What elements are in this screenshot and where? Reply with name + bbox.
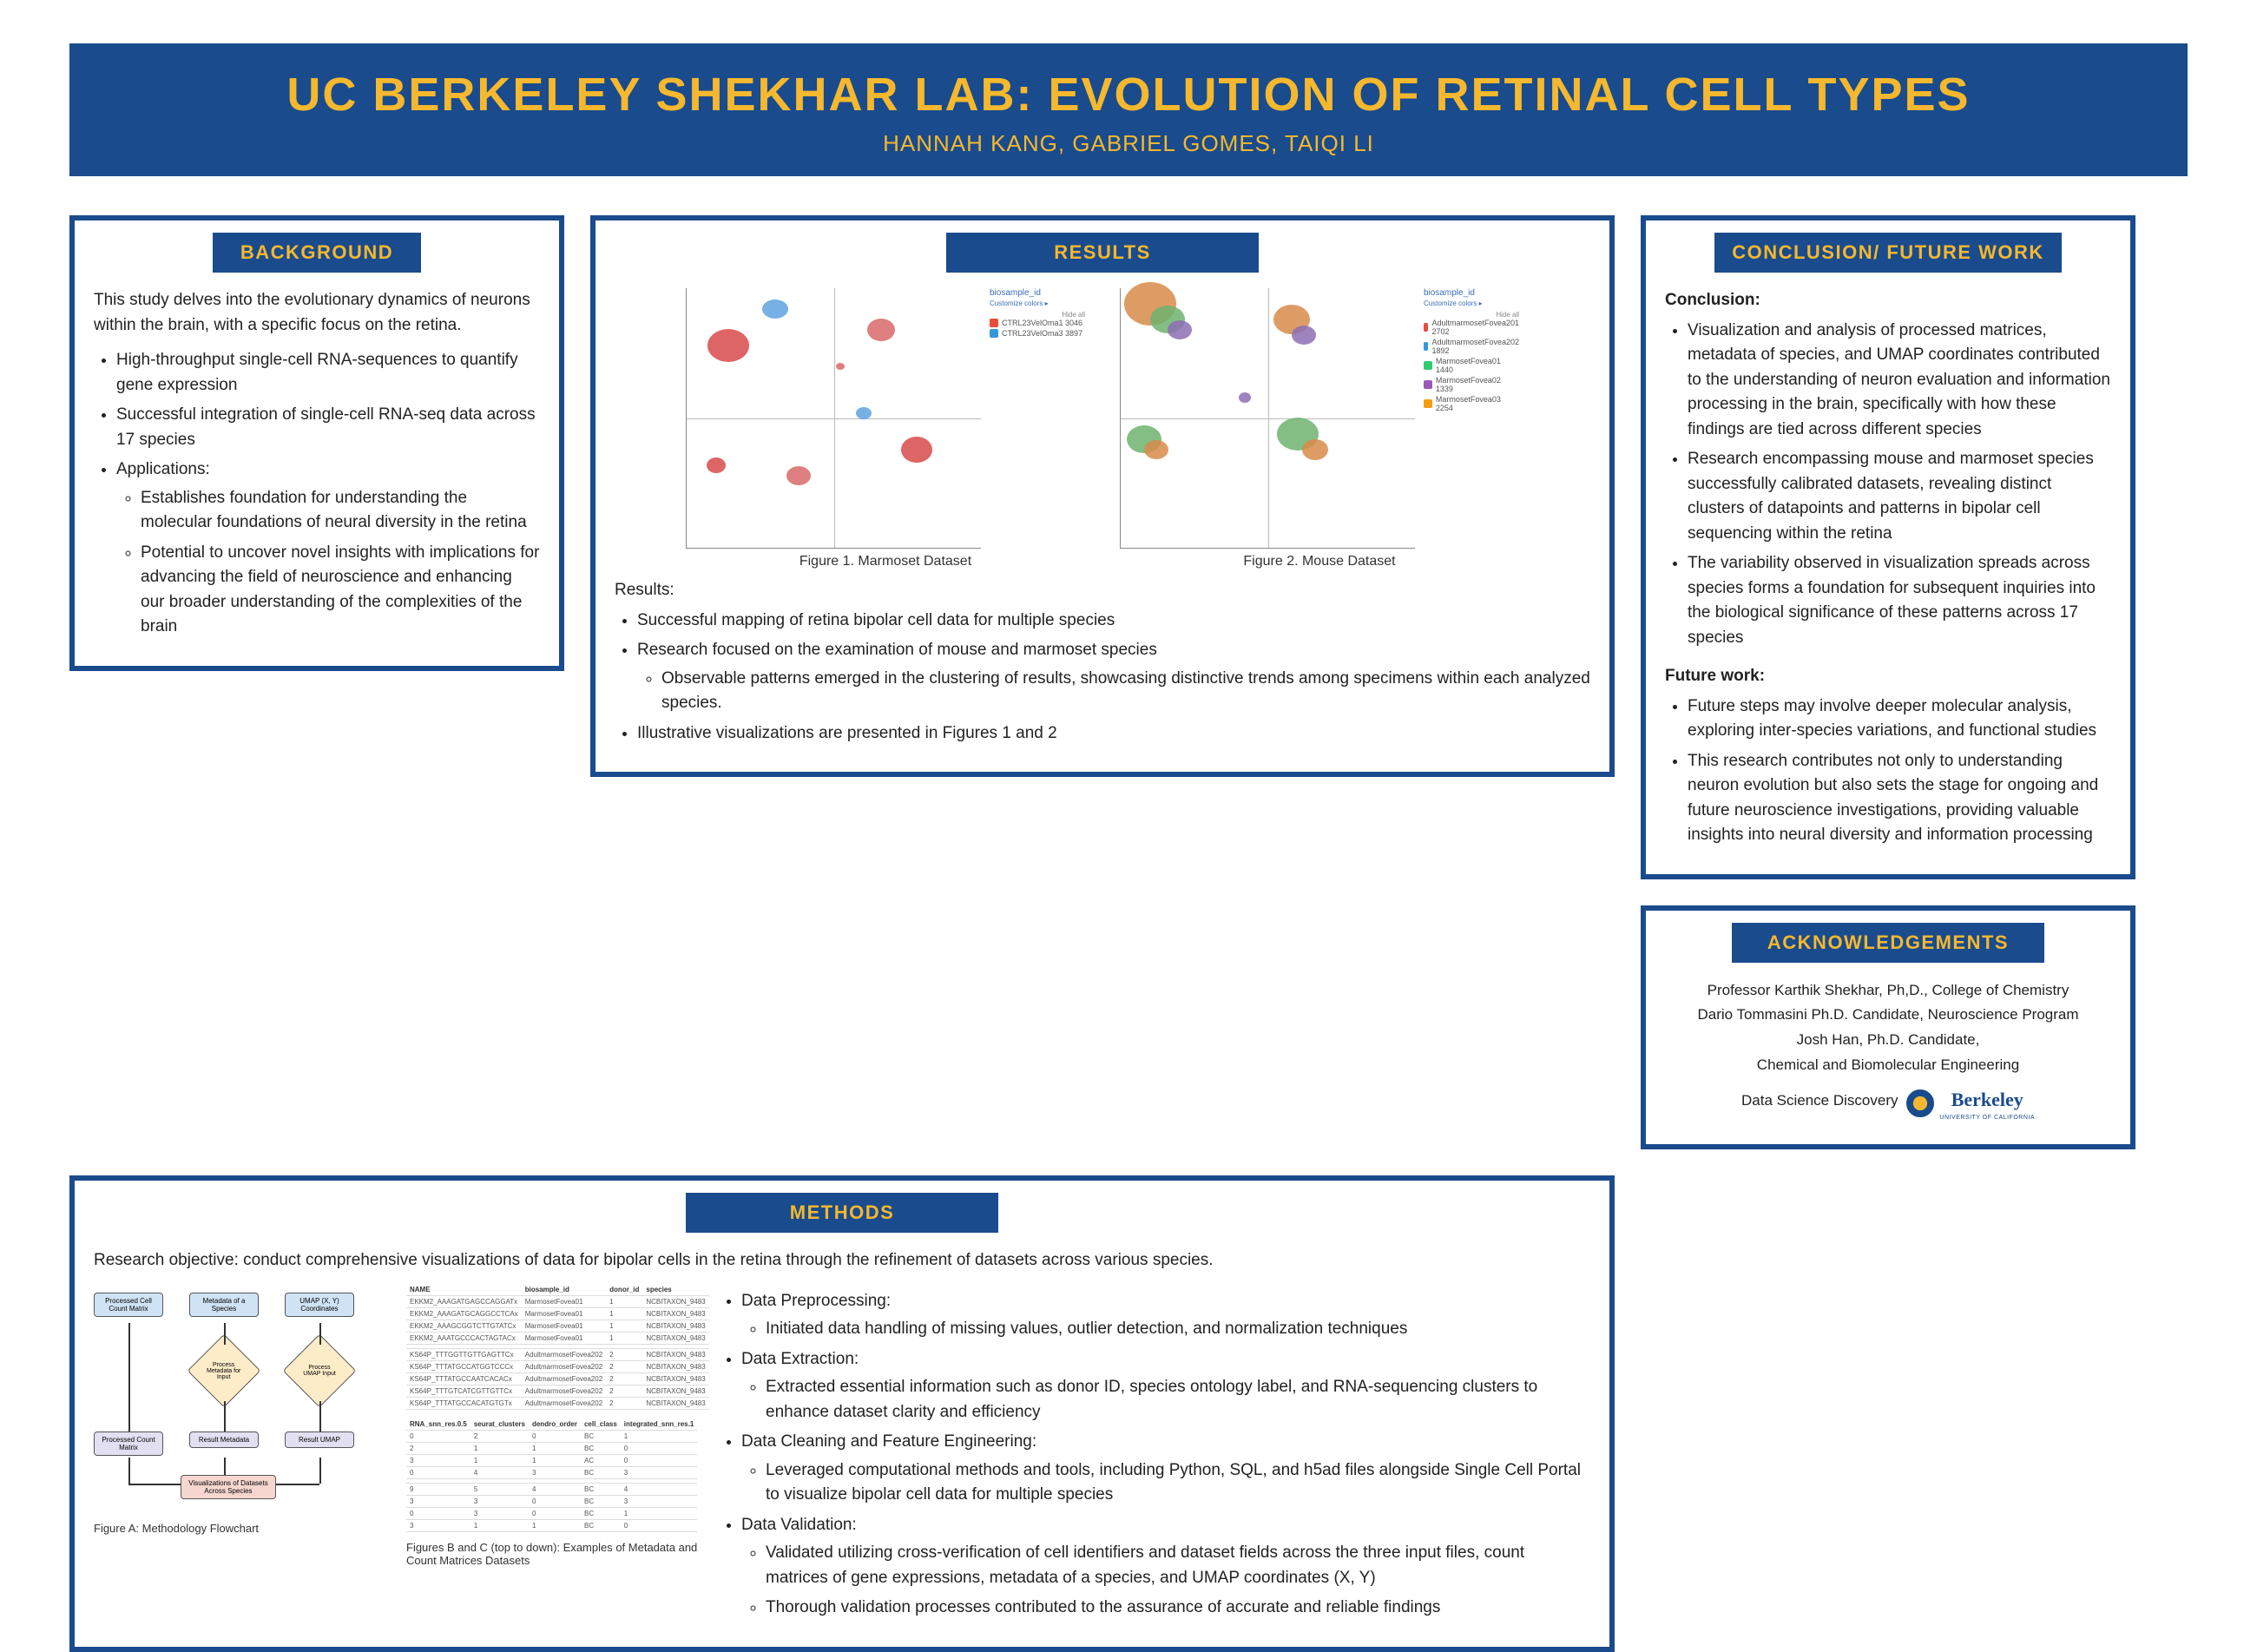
poster-grid: BACKGROUND This study delves into the ev…: [69, 215, 2188, 1652]
flowchart-caption: Figure A: Methodology Flowchart: [94, 1522, 389, 1535]
ack-header: ACKNOWLEDGEMENTS: [1732, 923, 2044, 963]
fig1-legend: biosample_id Customize colors ▸ Hide all…: [990, 288, 1085, 339]
results-panel: RESULTS biosample_id Customize colors ▸ …: [590, 215, 1615, 777]
berkeley-seal-icon: [1906, 1089, 1934, 1117]
res-bullet: Illustrative visualizations are presente…: [637, 721, 1590, 747]
fc-node: Result UMAP: [285, 1432, 354, 1448]
res-subbullet: Observable patterns emerged in the clust…: [661, 667, 1590, 716]
flowchart-container: Processed Cell Count Matrix Metadata of …: [94, 1284, 389, 1535]
metadata-table-b: NAMEbiosample_iddonor_idspeciesEKKM2_AAA…: [406, 1284, 709, 1410]
results-header: RESULTS: [946, 233, 1259, 273]
fc-node: Process UMAP Input: [299, 1365, 339, 1377]
methods-item: Data Validation:Validated utilizing cros…: [741, 1513, 1582, 1621]
future-bullets: Future steps may involve deeper molecula…: [1665, 694, 2111, 848]
bg-bullet-label: Applications:: [116, 460, 210, 478]
fc-node: Processed Count Matrix: [94, 1432, 163, 1456]
fut-bullet: This research contributes not only to un…: [1688, 749, 2111, 848]
conclusion-header: CONCLUSION/ FUTURE WORK: [1714, 233, 2062, 273]
ack-body: Professor Karthik Shekhar, Ph,D., Colleg…: [1665, 978, 2111, 1124]
methods-item: Data Preprocessing:Initiated data handli…: [741, 1289, 1582, 1342]
methods-item: Data Cleaning and Feature Engineering:Le…: [741, 1430, 1582, 1508]
background-panel: BACKGROUND This study delves into the ev…: [69, 215, 564, 671]
fig1-scatter: [686, 288, 981, 549]
figure-2: biosample_id Customize colors ▸ Hide all…: [1120, 288, 1519, 569]
ack-line: Josh Han, Ph.D. Candidate,: [1665, 1028, 2111, 1053]
fig2-legend: biosample_id Customize colors ▸ Hide all…: [1424, 288, 1519, 414]
bg-bullet: High-throughput single-cell RNA-sequence…: [116, 348, 540, 398]
future-label: Future work:: [1665, 667, 1765, 685]
fc-node: Processed Cell Count Matrix: [94, 1293, 163, 1317]
ack-line: Professor Karthik Shekhar, Ph,D., Colleg…: [1665, 978, 2111, 1004]
fc-node: Metadata of a Species: [189, 1293, 259, 1317]
bg-bullet: Successful integration of single-cell RN…: [116, 403, 540, 452]
conc-bullet: Visualization and analysis of processed …: [1688, 319, 2111, 443]
conclusion-panel: CONCLUSION/ FUTURE WORK Conclusion: Visu…: [1641, 215, 2135, 879]
fig2-scatter: [1120, 288, 1415, 549]
fig1-caption: Figure 1. Marmoset Dataset: [686, 554, 1085, 569]
res-bullet: Successful mapping of retina bipolar cel…: [637, 609, 1590, 634]
methodology-flowchart: Processed Cell Count Matrix Metadata of …: [94, 1284, 372, 1518]
ack-panel: ACKNOWLEDGEMENTS Professor Karthik Shekh…: [1641, 905, 2135, 1150]
fut-bullet: Future steps may involve deeper molecula…: [1688, 694, 2111, 744]
conclusion-bullets: Visualization and analysis of processed …: [1665, 319, 2111, 651]
bg-bullet: Applications: Establishes foundation for…: [116, 457, 540, 640]
results-bullets: Successful mapping of retina bipolar cel…: [615, 609, 1590, 747]
poster-title: UC BERKELEY SHEKHAR LAB: EVOLUTION OF RE…: [69, 68, 2188, 122]
conclusion-label: Conclusion:: [1665, 291, 1760, 309]
conc-bullet: The variability observed in visualizatio…: [1688, 551, 2111, 650]
results-lead: Results:: [615, 578, 1590, 603]
methods-list: Data Preprocessing:Initiated data handli…: [719, 1284, 1590, 1626]
metadata-tables: NAMEbiosample_iddonor_idspeciesEKKM2_AAA…: [406, 1284, 701, 1567]
bg-subbullet: Establishes foundation for understanding…: [141, 486, 540, 536]
bg-subbullet: Potential to uncover novel insights with…: [141, 541, 540, 640]
fc-node: Visualizations of Datasets Across Specie…: [181, 1475, 276, 1499]
poster-authors: HANNAH KANG, GABRIEL GOMES, TAIQI LI: [69, 130, 2188, 157]
ack-line: Data Science Discovery: [1741, 1089, 1898, 1114]
figure-1: biosample_id Customize colors ▸ Hide all…: [686, 288, 1085, 569]
methods-objective: Research objective: conduct comprehensiv…: [94, 1248, 1590, 1274]
ack-line: Dario Tommasini Ph.D. Candidate, Neurosc…: [1665, 1003, 2111, 1028]
fig2-caption: Figure 2. Mouse Dataset: [1120, 554, 1519, 569]
methods-header: METHODS: [686, 1193, 998, 1233]
background-lead: This study delves into the evolutionary …: [94, 288, 540, 338]
background-bullets: High-throughput single-cell RNA-sequence…: [94, 348, 540, 640]
title-banner: UC BERKELEY SHEKHAR LAB: EVOLUTION OF RE…: [69, 43, 2188, 176]
methods-panel: METHODS Research objective: conduct comp…: [69, 1175, 1615, 1652]
metadata-table-c: RNA_snn_res.0.5seurat_clustersdendro_ord…: [406, 1418, 697, 1532]
res-bullet: Research focused on the examination of m…: [637, 638, 1590, 716]
fc-node: Process Metadata for Input: [204, 1361, 244, 1379]
conc-bullet: Research encompassing mouse and marmoset…: [1688, 447, 2111, 546]
berkeley-logo: Berkeley UNIVERSITY OF CALIFORNIA: [1906, 1083, 2035, 1123]
methods-item: Data Extraction:Extracted essential info…: [741, 1347, 1582, 1425]
fc-node: UMAP (X, Y) Coordinates: [285, 1293, 354, 1317]
tables-caption: Figures B and C (top to down): Examples …: [406, 1541, 701, 1567]
fc-node: Result Metadata: [189, 1432, 259, 1448]
ack-line: Chemical and Biomolecular Engineering: [1665, 1053, 2111, 1078]
background-header: BACKGROUND: [213, 233, 421, 273]
